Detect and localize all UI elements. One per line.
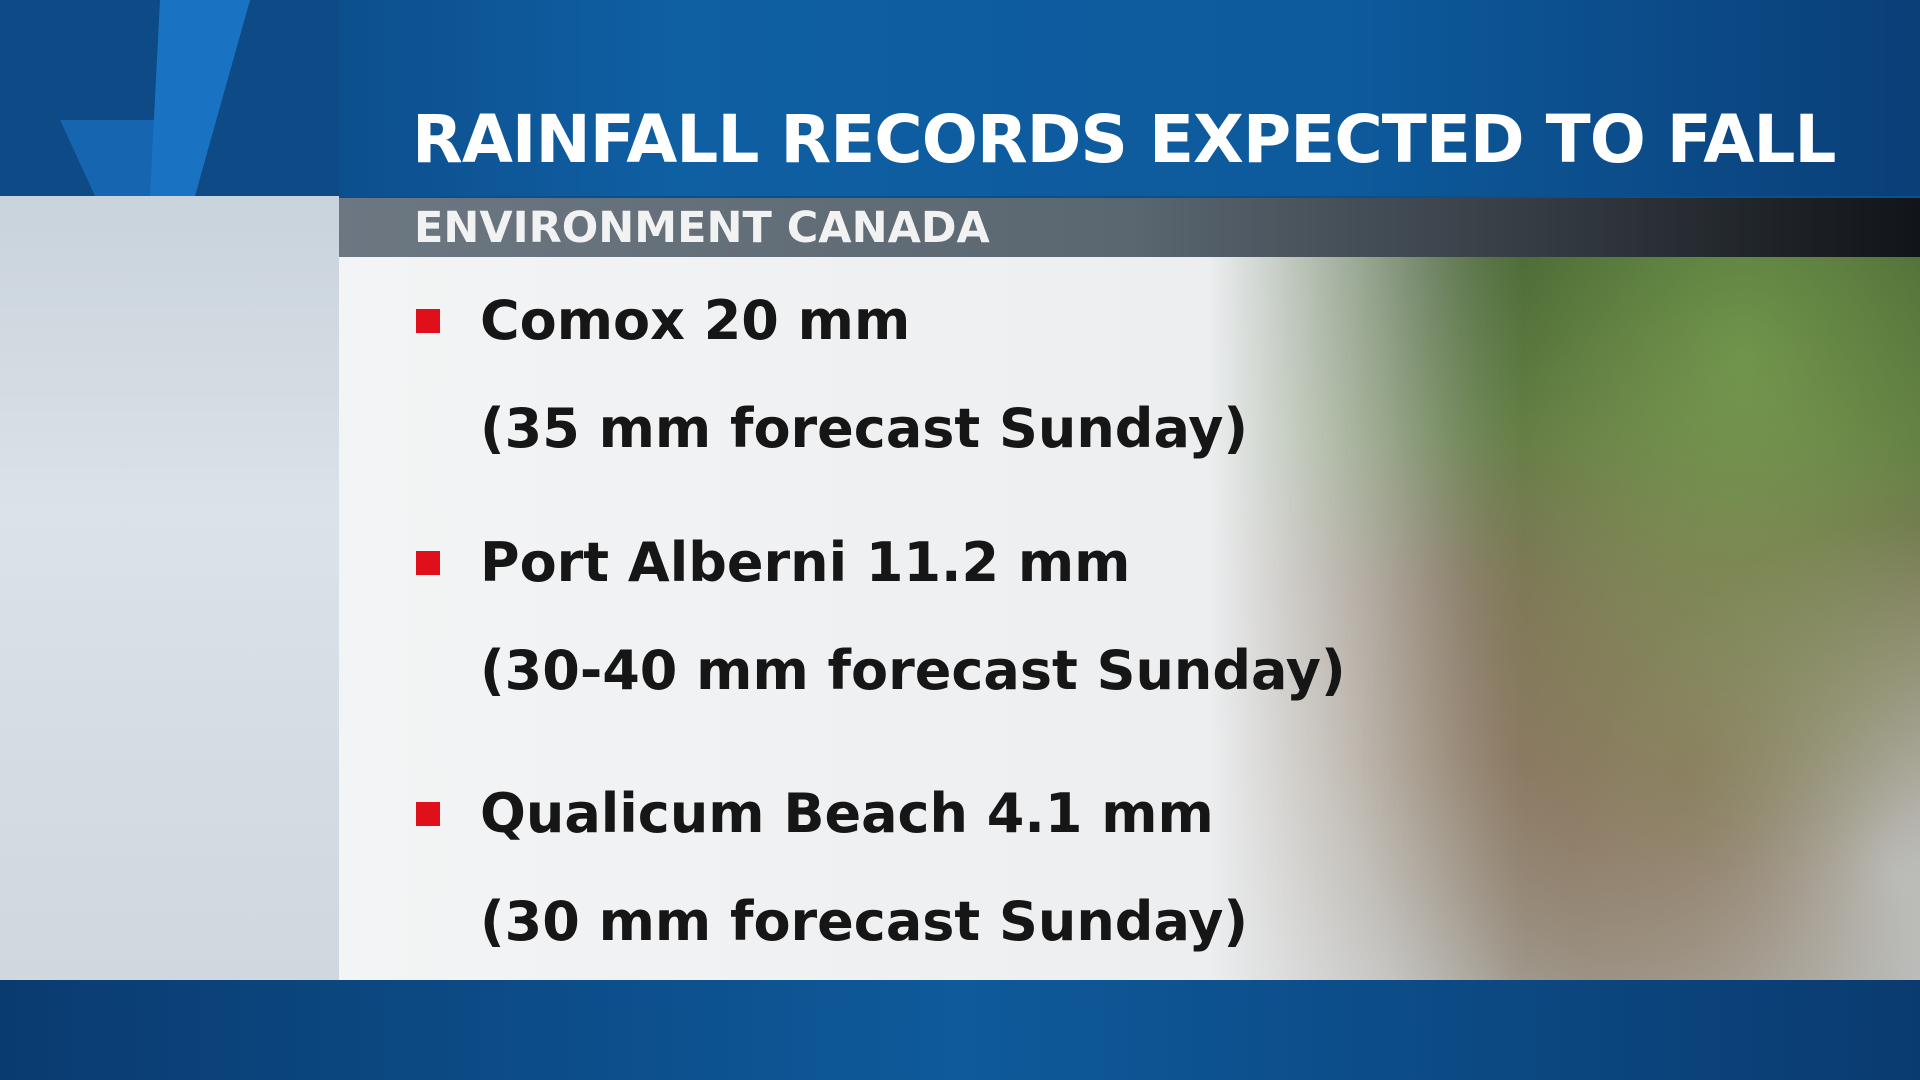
- item-forecast: (30 mm forecast Sunday): [480, 890, 1249, 953]
- subtitle-bar: [339, 198, 1920, 257]
- background-photo: [1330, 257, 1920, 980]
- title: RAINFALL RECORDS EXPECTED TO FALL: [412, 101, 1836, 178]
- logo-shape: [60, 0, 250, 196]
- item-line: Comox 20 mm: [480, 289, 911, 352]
- item-line: Port Alberni 11.2 mm: [480, 531, 1131, 594]
- logo-stroke: [150, 0, 250, 196]
- footer-band: [0, 980, 1920, 1080]
- side-panel: [0, 196, 339, 980]
- logo: [0, 0, 339, 196]
- bullet: [416, 551, 440, 575]
- item-forecast: (30-40 mm forecast Sunday): [480, 639, 1346, 702]
- item-forecast: (35 mm forecast Sunday): [480, 397, 1249, 460]
- item-line: Qualicum Beach 4.1 mm: [480, 782, 1214, 845]
- subtitle: ENVIRONMENT CANADA: [414, 203, 990, 253]
- bullet: [416, 802, 440, 826]
- bullet: [416, 309, 440, 333]
